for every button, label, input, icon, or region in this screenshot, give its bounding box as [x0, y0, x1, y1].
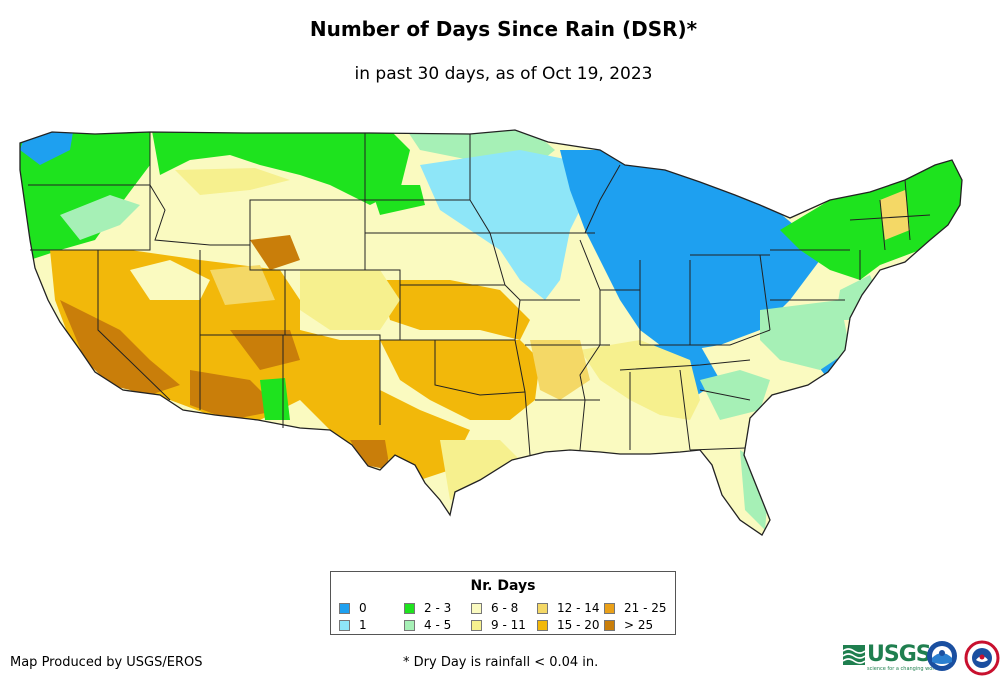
legend-item: > 25	[604, 618, 653, 632]
legend-swatch	[339, 602, 350, 614]
footnote: * Dry Day is rainfall < 0.04 in.	[403, 655, 599, 670]
legend-label: 1	[359, 618, 367, 632]
usgs-tagline: science for a changing world	[867, 666, 939, 672]
legend-item: 4 - 5	[404, 618, 451, 632]
dsr-map	[19, 129, 963, 536]
legend-label: > 25	[624, 618, 654, 632]
legend: Nr. Days 0 1 2 - 3 4 - 5 6 - 8 9 - 11 12…	[330, 571, 676, 635]
legend-item: 15 - 20	[537, 618, 600, 632]
legend-label: 12 - 14	[557, 601, 600, 615]
legend-swatch	[604, 619, 615, 631]
legend-item: 9 - 11	[471, 618, 526, 632]
legend-item: 1	[339, 618, 367, 632]
legend-item: 6 - 8	[471, 601, 518, 615]
map-credit: Map Produced by USGS/EROS	[10, 655, 203, 670]
legend-swatch	[339, 619, 350, 631]
usgs-wave-icon	[843, 644, 865, 665]
legend-label: 21 - 25	[624, 601, 667, 615]
legend-label: 9 - 11	[491, 618, 526, 632]
map-title: Number of Days Since Rain (DSR)*	[309, 17, 698, 41]
legend-label: 6 - 8	[491, 601, 519, 615]
legend-swatch	[537, 619, 548, 631]
legend-label: 2 - 3	[424, 601, 452, 615]
usgs-wordmark: USGS	[867, 642, 932, 667]
legend-item: 0	[339, 601, 367, 615]
state-boundaries	[19, 129, 963, 536]
legend-item: 21 - 25	[604, 601, 667, 615]
legend-item: 12 - 14	[537, 601, 600, 615]
legend-label: 0	[359, 601, 367, 615]
legend-swatch	[471, 619, 482, 631]
map-subtitle: in past 30 days, as of Oct 19, 2023	[354, 64, 653, 84]
usgs-logo: USGS science for a changing world	[843, 642, 939, 672]
noaa-logo-icon	[927, 641, 957, 671]
legend-swatch	[404, 619, 415, 631]
legend-label: 15 - 20	[557, 618, 600, 632]
legend-swatch	[404, 602, 415, 614]
legend-title: Nr. Days	[470, 578, 536, 594]
legend-swatch	[604, 602, 615, 614]
legend-item: 2 - 3	[404, 601, 451, 615]
nws-logo-icon	[964, 640, 1000, 676]
legend-swatch	[537, 602, 548, 614]
legend-label: 4 - 5	[424, 618, 452, 632]
legend-swatch	[471, 602, 482, 614]
